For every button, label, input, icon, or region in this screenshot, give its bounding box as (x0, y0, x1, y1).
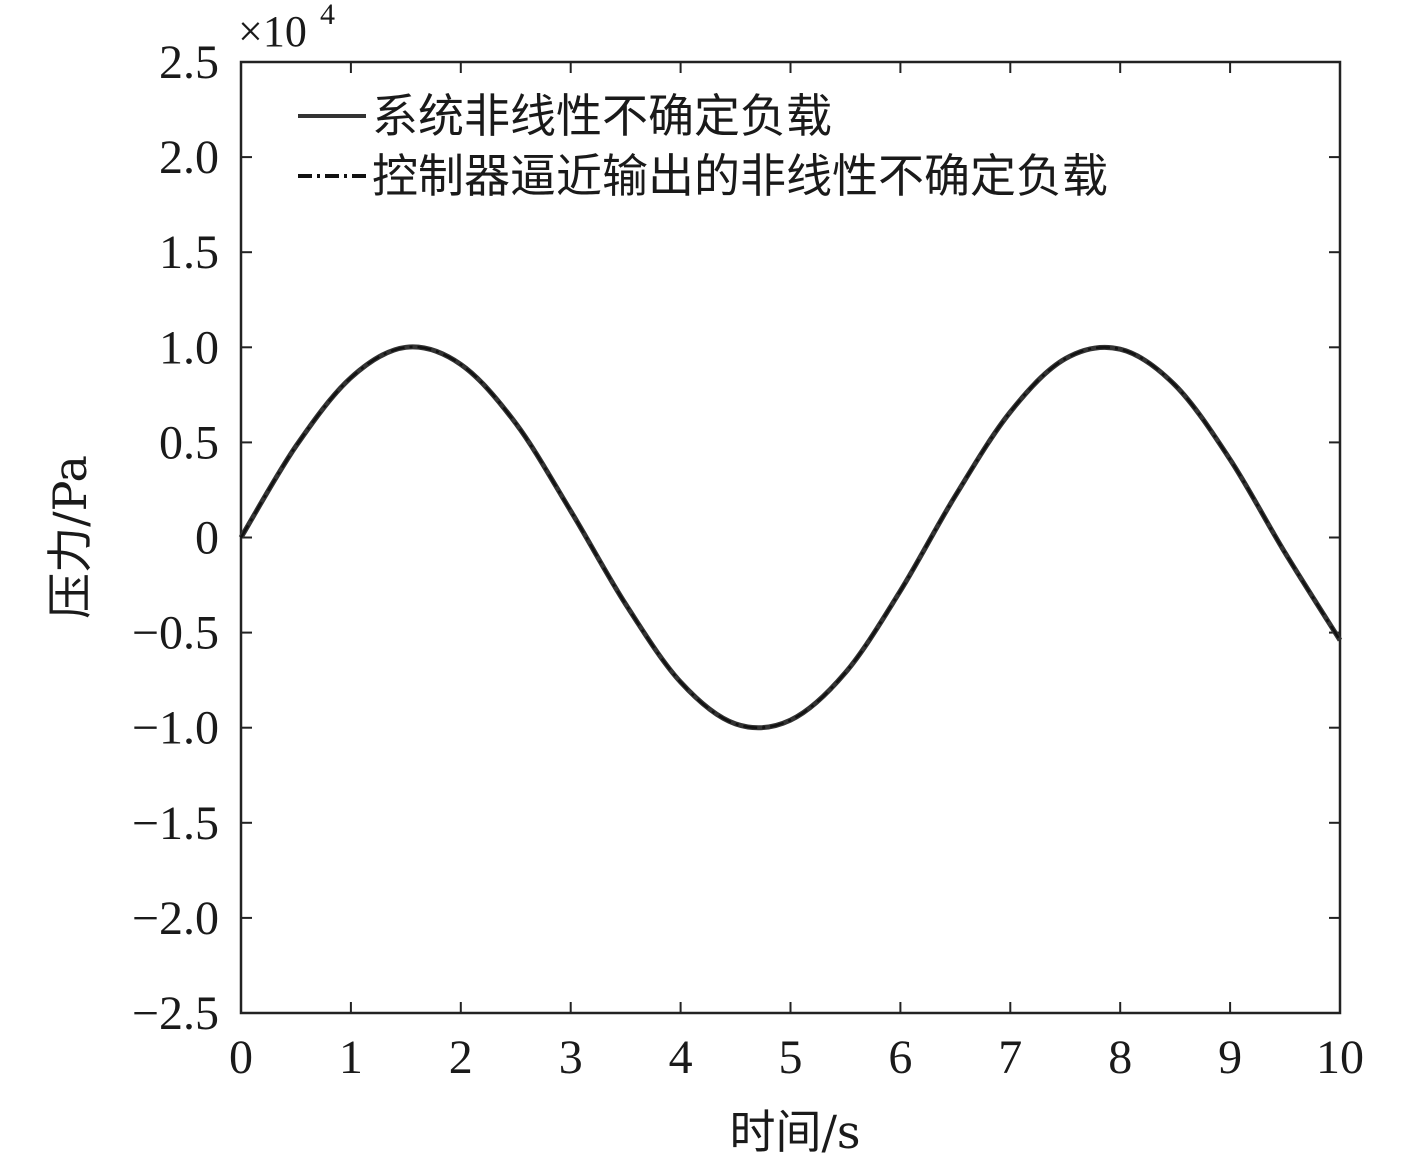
x-tick-label: 5 (779, 1031, 803, 1084)
y-tick-label: 1.5 (159, 226, 219, 279)
plot-frame (239, 60, 1342, 1015)
x-tick-label: 7 (998, 1031, 1022, 1084)
x-tick-label: 8 (1108, 1031, 1132, 1084)
legend: 系统非线性不确定负载 控制器逼近输出的非线性不确定负载 (298, 89, 1108, 203)
x-tick-label: 10 (1316, 1031, 1364, 1084)
series-line-controller-approx (239, 345, 1342, 729)
y-tick-label: −0.5 (132, 607, 219, 660)
y-tick-label: 0 (195, 512, 219, 565)
y-scale-multiplier: ×10 (238, 7, 307, 56)
x-axis-ticks: 0 1 2 3 4 5 6 7 8 9 10 (229, 62, 1364, 1084)
y-tick-label: −1.5 (132, 797, 219, 850)
y-axis-title: 压力/Pa (43, 455, 97, 619)
series-layer (238, 344, 1343, 731)
y-axis-ticks: 2.5 2.0 1.5 1.0 0.5 0 −0.5 −1.0 −1.5 −2.0 −2.5 (132, 36, 1340, 1040)
x-axis-title: 时间/s (729, 1105, 860, 1159)
x-tick-label: 3 (559, 1031, 583, 1084)
y-tick-label: −2.5 (132, 987, 219, 1040)
y-tick-label: 2.5 (159, 36, 219, 89)
x-tick-label: 4 (669, 1031, 693, 1084)
x-tick-label: 9 (1218, 1031, 1242, 1084)
y-tick-label: −1.0 (132, 702, 219, 755)
y-scale-exponent: 4 (320, 0, 335, 31)
x-tick-label: 2 (449, 1031, 473, 1084)
x-tick-label: 1 (339, 1031, 363, 1084)
legend-label-series-2: 控制器逼近输出的非线性不确定负载 (372, 149, 1108, 203)
y-tick-label: −2.0 (132, 892, 219, 945)
y-tick-label: 1.0 (159, 321, 219, 374)
y-tick-label: 2.0 (159, 131, 219, 184)
y-tick-label: 0.5 (159, 416, 219, 469)
x-tick-label: 6 (888, 1031, 912, 1084)
legend-label-series-1: 系统非线性不确定负载 (372, 89, 832, 143)
x-tick-label: 0 (229, 1031, 253, 1084)
series-line-system-load (238, 344, 1343, 731)
